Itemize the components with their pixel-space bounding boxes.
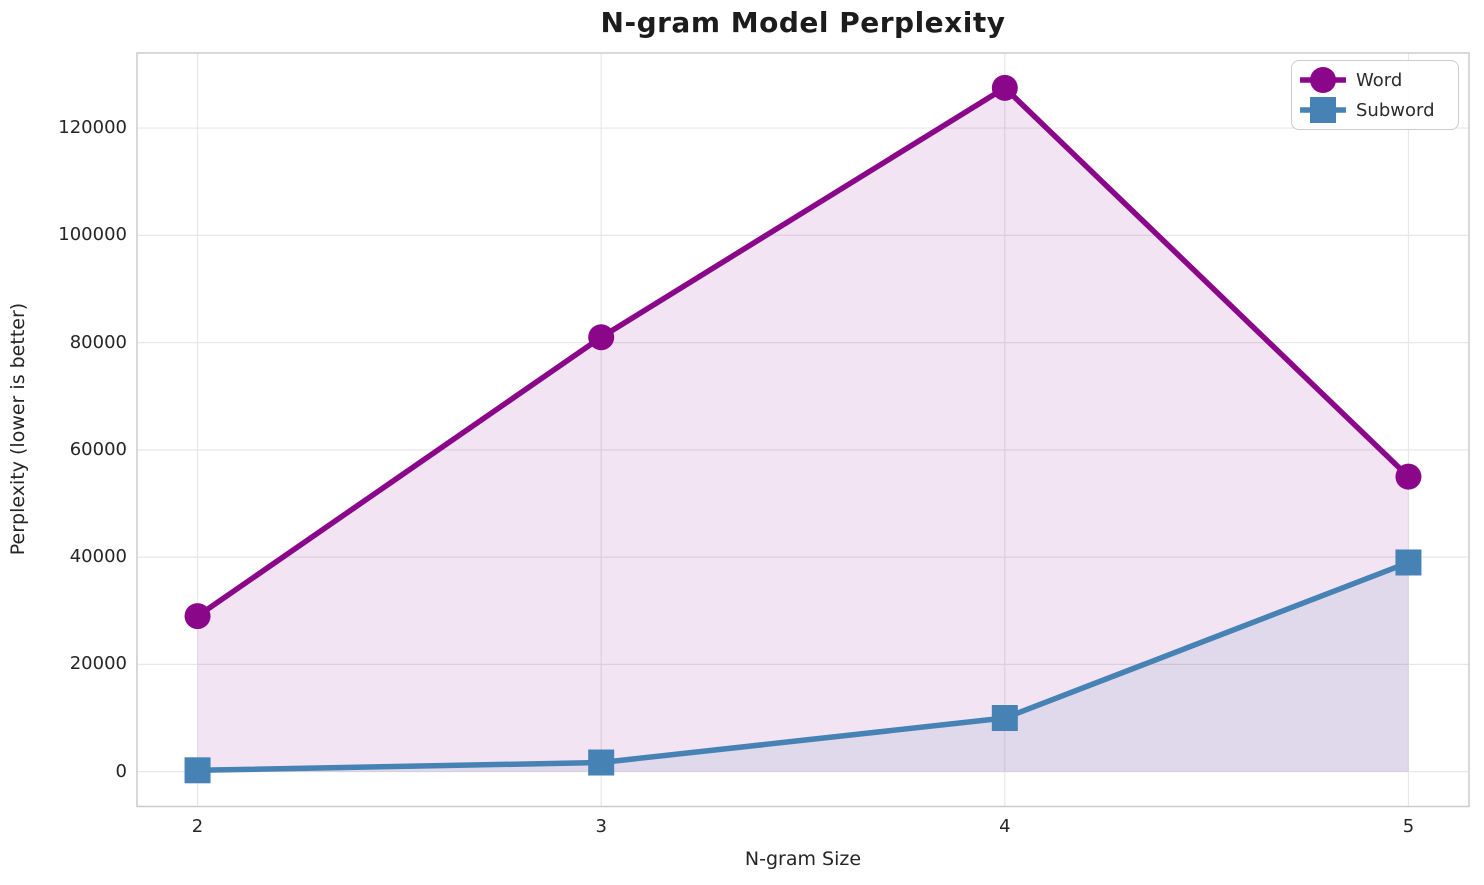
y-tick-label: 0 <box>115 760 127 782</box>
y-tick-label: 20000 <box>69 653 127 675</box>
y-tick-label: 100000 <box>58 224 127 246</box>
legend-item-word: Word <box>1300 65 1450 95</box>
word-marker <box>588 324 615 351</box>
gridlines <box>137 53 1469 807</box>
x-tick-label: 5 <box>1402 815 1415 837</box>
word-legend-marker-icon <box>1300 67 1346 93</box>
word-marker <box>1395 463 1422 490</box>
subword-legend-marker-icon <box>1300 97 1346 123</box>
word-marker <box>184 603 211 630</box>
subword-marker <box>184 757 211 784</box>
legend-item-subword: Subword <box>1300 95 1450 125</box>
x-tick-label: 4 <box>999 815 1011 837</box>
subword-marker <box>588 749 615 776</box>
y-tick-label: 40000 <box>69 546 127 568</box>
subword-line <box>194 559 1412 774</box>
subword-marker <box>1395 549 1422 576</box>
x-tick-label: 2 <box>191 815 204 837</box>
subword-marker <box>991 705 1018 732</box>
x-tick-label: 3 <box>595 815 607 837</box>
y-tick-label: 60000 <box>69 438 127 460</box>
word-area <box>197 87 1409 772</box>
legend: Word Subword <box>1291 60 1459 130</box>
y-tick-label: 80000 <box>69 331 127 353</box>
chart-title: N-gram Model Perplexity <box>600 6 1006 39</box>
legend-label: Subword <box>1356 99 1435 121</box>
y-tick-label: 120000 <box>58 117 127 139</box>
word-marker <box>991 74 1018 101</box>
word-line <box>194 85 1412 619</box>
x-axis-label: N-gram Size <box>744 848 862 870</box>
axes-frame <box>136 52 1470 808</box>
subword-area <box>197 562 1409 772</box>
legend-label: Word <box>1356 69 1403 91</box>
